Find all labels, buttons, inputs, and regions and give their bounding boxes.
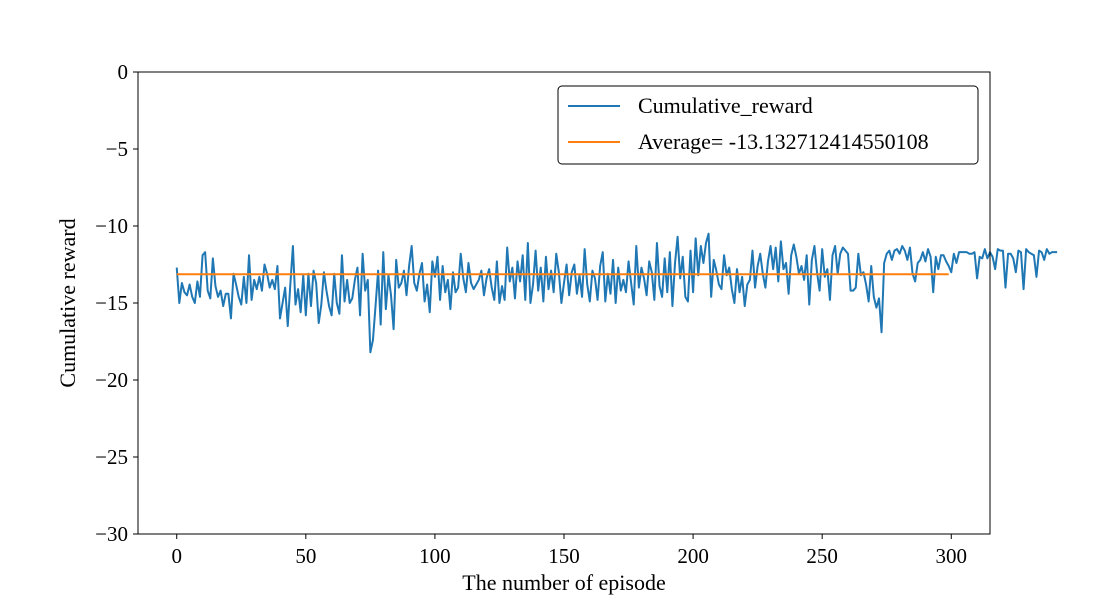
legend-label: Average= -13.132712414550108 (638, 129, 929, 154)
y-tick-label: −5 (106, 137, 128, 161)
x-tick-label: 200 (677, 544, 709, 568)
y-axis-title: Cumulative reward (55, 218, 80, 387)
series-line-0 (175, 232, 1058, 354)
y-tick-label: −30 (95, 522, 128, 546)
legend-box (557, 85, 979, 165)
legend-label: Cumulative_reward (638, 93, 813, 118)
y-tick-label: −15 (95, 291, 128, 315)
y-tick-label: −20 (95, 368, 128, 392)
x-tick-label: 0 (171, 544, 182, 568)
x-tick-label: 150 (548, 544, 580, 568)
y-tick-label: −25 (95, 445, 128, 469)
x-tick-label: 250 (806, 544, 838, 568)
legend: Cumulative_reward Average= -13.1327124145… (557, 85, 979, 165)
axes: 0 50 100 150 200 250 300 0 −5 −10 −15 −20 −25 −30 (95, 60, 991, 568)
x-tick-label: 50 (295, 544, 316, 568)
plot-area (175, 232, 1058, 354)
y-tick-label: 0 (118, 60, 129, 84)
x-axis-title: The number of episode (462, 570, 665, 595)
x-tick-label: 100 (419, 544, 451, 568)
y-tick-label: −10 (95, 214, 128, 238)
x-tick-label: 300 (936, 544, 968, 568)
